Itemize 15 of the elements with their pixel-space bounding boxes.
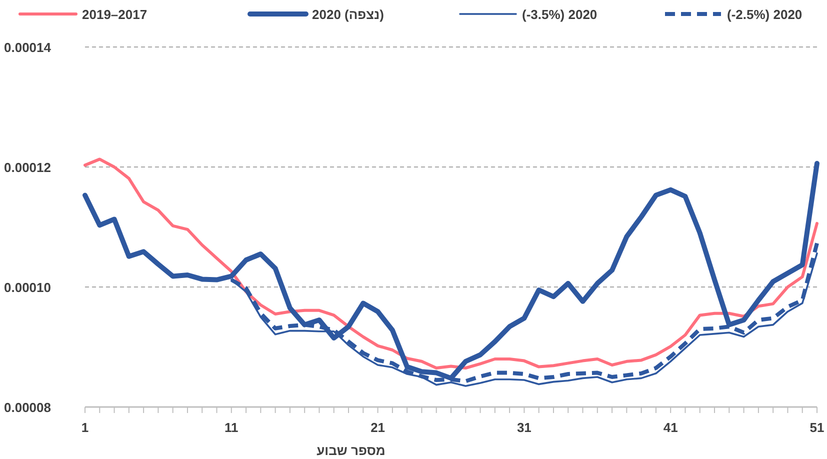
x-tick-label: 51 bbox=[810, 420, 824, 435]
y-tick-label: 0.00014 bbox=[4, 40, 52, 55]
y-tick-label: 0.00012 bbox=[4, 160, 51, 175]
x-tick-label: 21 bbox=[370, 420, 386, 435]
legend-label: (-3.5%) 2020 bbox=[522, 7, 598, 22]
x-tick-label: 31 bbox=[516, 420, 532, 435]
legend-label: 2019–2017 bbox=[82, 7, 148, 22]
legend-label: 2020 (נצפה) bbox=[312, 7, 384, 22]
x-tick-label: 1 bbox=[81, 420, 89, 435]
x-axis-title: מספר שבוע bbox=[316, 443, 386, 458]
legend-label: (-2.5%) 2020 bbox=[727, 7, 802, 22]
x-tick-label: 41 bbox=[663, 420, 678, 435]
y-tick-label: 0.00010 bbox=[4, 280, 51, 295]
y-tick-label: 0.00008 bbox=[4, 400, 51, 415]
x-tick-label: 11 bbox=[224, 420, 238, 435]
